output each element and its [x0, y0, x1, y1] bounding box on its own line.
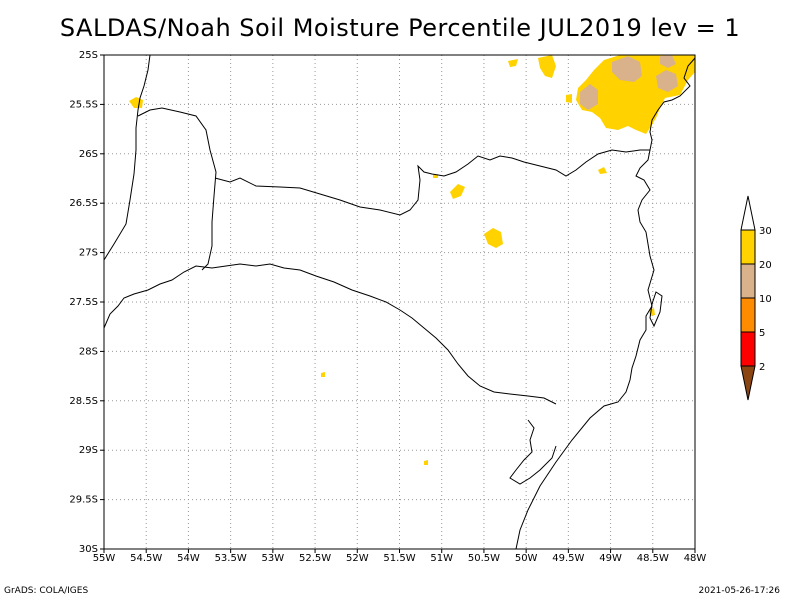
shaded-yellow-small-6	[424, 460, 428, 465]
tick-label-lon: 52.5W	[299, 553, 331, 564]
tick-label-lon: 50.5W	[468, 553, 500, 564]
tick-label-lat: 28.5S	[69, 396, 98, 407]
shaded-tan-3	[656, 70, 678, 92]
border-argentina	[103, 54, 151, 261]
tick-label-lon: 54.5W	[130, 553, 162, 564]
border-parana-santa-catarina	[214, 149, 650, 216]
boundaries	[103, 54, 696, 550]
legend-swatch	[740, 331, 756, 367]
tick-label-lat: 25.5S	[69, 99, 98, 110]
shaded-yellow-small-2	[566, 94, 572, 103]
tick-label-lon: 51.5W	[383, 553, 415, 564]
tick-label-lon: 53W	[262, 553, 285, 564]
legend-label: 10	[759, 294, 772, 305]
shaded-tan-2	[580, 84, 598, 110]
legend-label: 20	[759, 260, 772, 271]
island	[649, 291, 663, 328]
shaded-tan-1	[612, 56, 642, 82]
tick-label-lon: 48W	[684, 553, 707, 564]
tick-label-lon: 48.5W	[637, 553, 669, 564]
tick-label-lat: 25S	[79, 50, 98, 61]
legend-label: 30	[759, 226, 772, 237]
shaded-yellow-top	[538, 55, 556, 78]
shaded-yellow-mid-2	[484, 228, 503, 248]
tick-label-lon: 49W	[599, 553, 622, 564]
tick-label-lat: 26.5S	[69, 198, 98, 209]
tick-label-lat: 28S	[79, 346, 98, 357]
lagoon	[509, 419, 557, 485]
legend-swatch	[740, 263, 756, 299]
axis-ticks: 55W 54.5W 54W 53.5W 53W 52.5W 52W 51.5W 51W 50.5W…	[69, 50, 706, 564]
tick-label-lat: 26S	[79, 149, 98, 160]
tick-label-lat: 27S	[79, 248, 98, 259]
legend-label: 5	[759, 328, 765, 339]
border-west-inner	[137, 107, 217, 271]
tick-label-lon: 52W	[346, 553, 369, 564]
shaded-areas	[129, 55, 695, 465]
tick-label-lon: 55W	[93, 553, 116, 564]
map-title: SALDAS/Noah Soil Moisture Percentile JUL…	[59, 14, 741, 42]
shaded-yellow-small-3	[598, 167, 607, 174]
tick-label-lon: 53.5W	[215, 553, 247, 564]
legend-label: 2	[759, 362, 765, 373]
footer-timestamp: 2021-05-26-17:26	[698, 586, 781, 596]
tick-label-lon: 49.5W	[552, 553, 584, 564]
tick-label-lat: 27.5S	[69, 297, 98, 308]
footer-credit: GrADS: COLA/IGES	[4, 586, 89, 596]
legend-swatch	[740, 229, 756, 265]
legend-swatch-top	[740, 195, 756, 231]
tick-label-lat: 29S	[79, 445, 98, 456]
tick-label-lon: 54W	[177, 553, 200, 564]
shaded-yellow-mid-1	[450, 184, 465, 199]
legend-swatch-bottom	[740, 365, 756, 401]
shaded-yellow-small-5	[321, 372, 325, 377]
tick-label-lat: 29.5S	[69, 495, 98, 506]
coastline	[515, 57, 696, 550]
border-santa-catarina-rio-grande	[103, 263, 557, 405]
legend-swatch	[740, 297, 756, 333]
color-legend: 30 20 10 5 2	[740, 195, 772, 401]
tick-label-lon: 51W	[430, 553, 453, 564]
shaded-tan-4	[660, 55, 676, 68]
tick-label-lon: 50W	[515, 553, 538, 564]
tick-label-lat: 30S	[79, 544, 98, 555]
shaded-yellow-small-1	[508, 59, 518, 67]
